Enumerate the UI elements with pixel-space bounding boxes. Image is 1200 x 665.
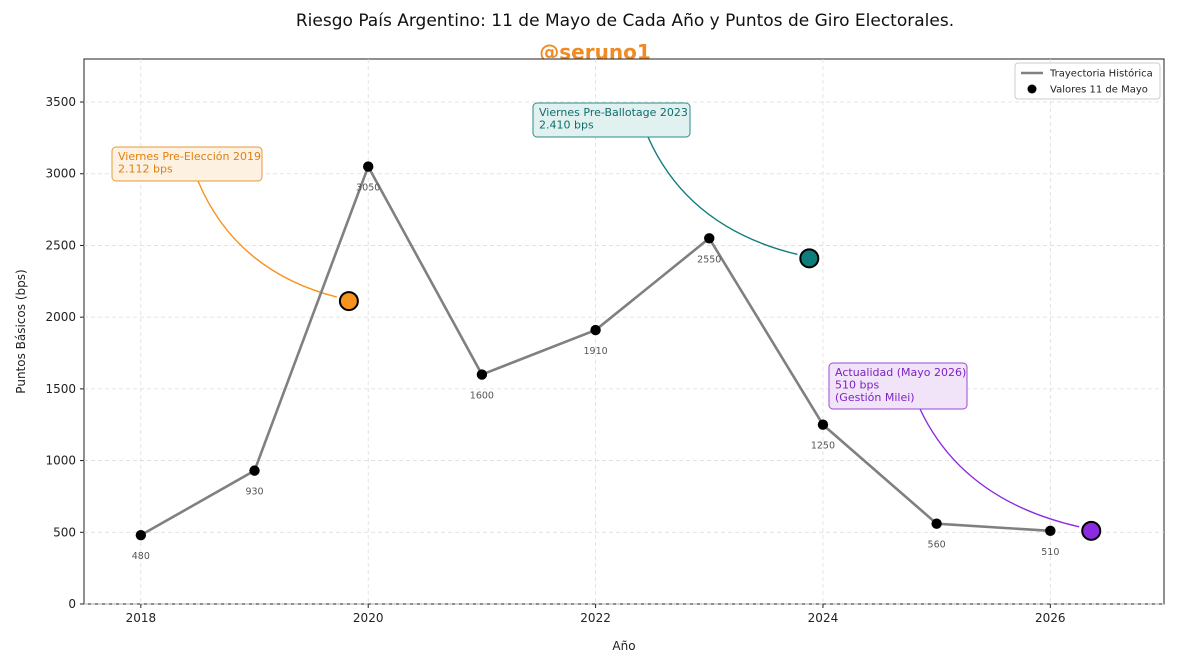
chart-title: Riesgo País Argentino: 11 de Mayo de Cad… [296, 11, 954, 31]
data-label: 1250 [811, 441, 835, 452]
highlight-point [338, 291, 359, 312]
annotation-box [532, 102, 691, 138]
legend-label: Valores 11 de Mayo [1050, 85, 1148, 96]
y-tick-label: 1500 [45, 382, 76, 396]
data-label: 1600 [470, 391, 494, 402]
data-point [817, 419, 829, 430]
data-point [363, 161, 374, 172]
annotation-arrow [919, 408, 1080, 528]
data-point [249, 465, 260, 476]
legend-label: Trayectoria Histórica [1049, 68, 1153, 80]
y-tick-label: 2500 [45, 238, 76, 252]
plot-area [83, 58, 1165, 605]
y-tick-label: 0 [68, 597, 76, 611]
annotation-arrow [197, 180, 338, 298]
annotation-text: (Gestión Milei) [835, 391, 915, 404]
data-point [704, 233, 715, 244]
series-layer [135, 161, 1056, 541]
data-point [1045, 525, 1056, 537]
y-tick-label: 3000 [45, 167, 76, 181]
data-point [590, 324, 601, 336]
annotation-box [828, 362, 968, 410]
legend-box [1014, 62, 1161, 100]
highlight-point [1081, 520, 1102, 541]
y-tick-label: 500 [53, 525, 76, 539]
highlight-layer [338, 248, 1102, 541]
legend-marker-swatch [1027, 84, 1037, 94]
data-label: 2550 [697, 254, 721, 265]
annotation-text: 510 bps [835, 379, 879, 392]
y-tick-label: 1000 [45, 454, 76, 468]
legend: Trayectoria Histórica Valores 11 de Mayo [1014, 62, 1161, 100]
x-axis: 2018 2020 2022 2024 2026 [126, 604, 1066, 625]
data-point [931, 518, 942, 529]
data-label: 1910 [583, 346, 607, 357]
highlight-point [799, 248, 820, 269]
annotation-text: Actualidad (Mayo 2026) [835, 366, 966, 379]
data-label: 3050 [356, 183, 380, 194]
grid-lines [84, 59, 1164, 605]
x-tick-label: 2018 [126, 611, 157, 625]
data-label: 930 [245, 487, 263, 498]
x-tick-label: 2020 [353, 611, 384, 625]
annotation-text: Viernes Pre-Elección 2019 [118, 150, 261, 163]
x-tick-label: 2026 [1035, 611, 1066, 625]
data-point [476, 369, 488, 380]
data-labels: 480 930 3050 1600 1910 2550 1250 560 510 [132, 183, 1060, 563]
data-label: 510 [1041, 547, 1059, 558]
data-point [135, 529, 147, 541]
x-axis-label: Año [612, 639, 635, 653]
data-label: 480 [132, 551, 150, 562]
y-axis-label: Puntos Básicos (bps) [14, 269, 28, 393]
data-label: 560 [928, 540, 946, 551]
y-axis: 0 500 1000 1500 2000 2500 3000 3500 [45, 95, 84, 611]
x-tick-label: 2024 [808, 611, 839, 625]
y-tick-label: 2000 [45, 310, 76, 324]
annotation-text: 2.112 bps [118, 163, 173, 176]
annotation-text: Viernes Pre-Ballotage 2023 [539, 106, 688, 119]
y-tick-label: 3500 [45, 95, 76, 109]
annotation-arrow [647, 136, 798, 256]
x-tick-label: 2022 [580, 611, 611, 625]
annotation-text: 2.410 bps [539, 119, 594, 132]
annotation-box [111, 146, 263, 182]
